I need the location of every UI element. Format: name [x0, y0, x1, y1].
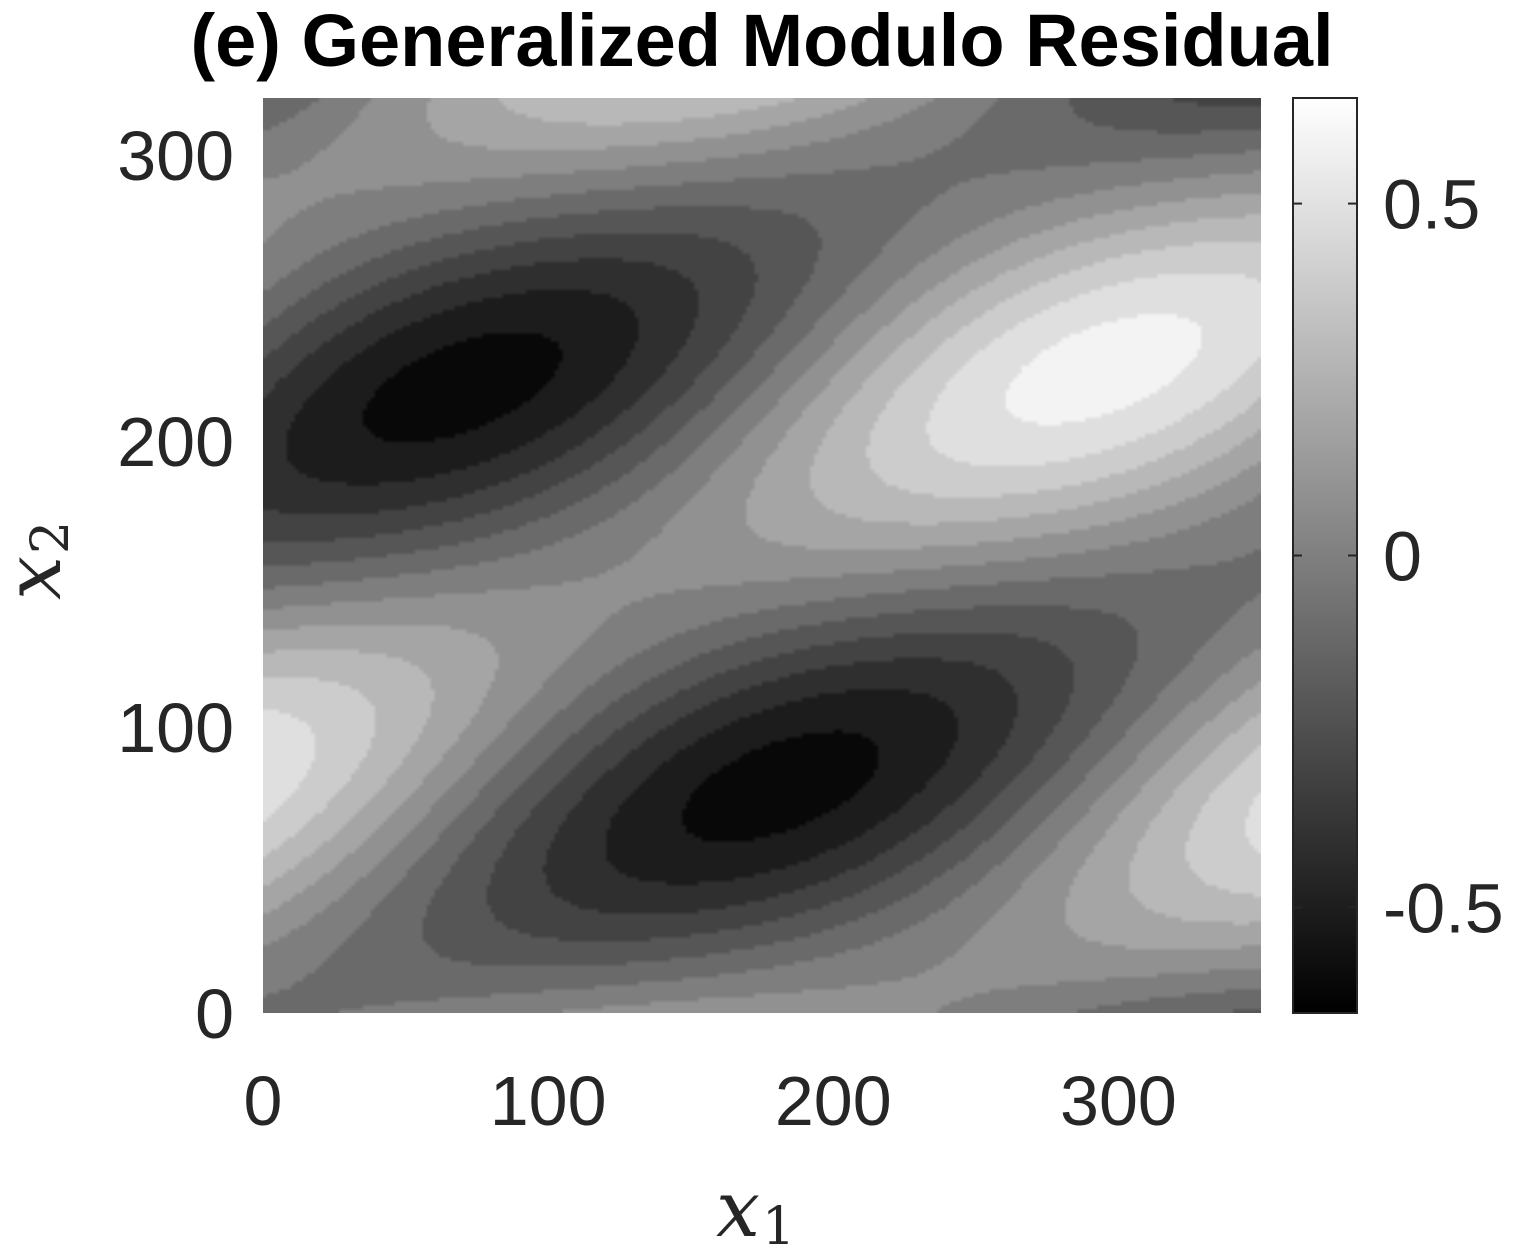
colorbar-tick-label: -0.5 [1383, 869, 1504, 947]
colorbar-tick-label: 0 [1383, 518, 1422, 596]
x-tick-label: 200 [775, 1062, 892, 1140]
y-tick-label: 300 [117, 117, 234, 195]
x-tick-label: 100 [490, 1062, 607, 1140]
y-tick-label: 200 [117, 403, 234, 481]
x-tick-label: 0 [244, 1062, 283, 1140]
y-axis-label: x2 [0, 521, 81, 600]
colorbar-ticks: -0.5 0 0.5 [1293, 166, 1504, 947]
y-tick-label: 100 [117, 689, 234, 767]
x-tick-label: 300 [1060, 1062, 1177, 1140]
chart-title: (e) Generalized Modulo Residual [190, 0, 1333, 82]
colorbar-gradient [1292, 97, 1358, 1014]
x-axis-label: x1 [716, 1165, 795, 1249]
heatmap-image [263, 98, 1261, 1013]
y-axis-ticks: 0 100 200 300 [117, 117, 234, 1053]
colorbar [1292, 97, 1358, 1014]
heatmap-surface [263, 98, 1261, 1013]
colorbar-tick-label: 0.5 [1383, 166, 1480, 244]
x-axis-ticks: 0 100 200 300 [244, 1062, 1177, 1140]
y-tick-label: 0 [195, 975, 234, 1053]
